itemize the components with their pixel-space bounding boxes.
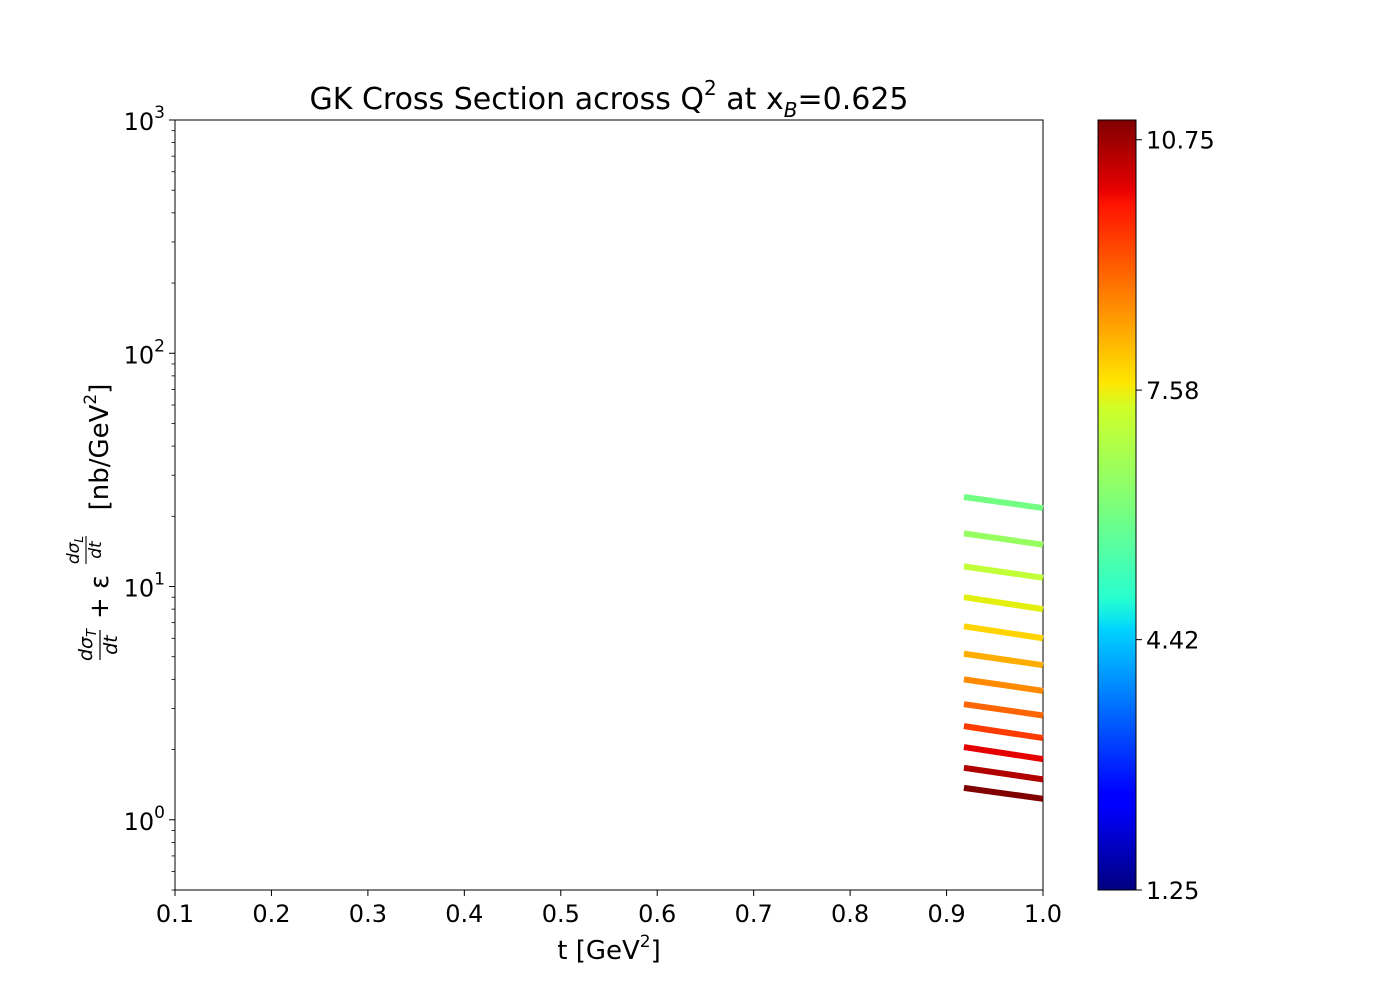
colorbar-ticks: 1.25 4.42 7.58 10.75 <box>1136 127 1215 905</box>
y-axis: 100 101 102 103 <box>124 103 175 891</box>
series-line-q2-6.75 <box>963 530 1044 548</box>
series-line-q2-11.25 <box>963 764 1044 783</box>
series-line-q2-8.75 <box>963 650 1044 669</box>
x-tick-label: 0.2 <box>252 900 290 928</box>
x-tick-label: 0.8 <box>831 900 869 928</box>
y-axis-label: dσT dt + ε dσL dt [nb/GeV2] <box>64 384 122 661</box>
x-tick-label: 0.7 <box>735 900 773 928</box>
svg-text:+ ε: + ε <box>85 575 115 619</box>
chart-title: GK Cross Section across Q2 at xB=0.625 <box>309 76 908 122</box>
svg-text:dt: dt <box>86 540 106 559</box>
x-tick-label: 0.9 <box>927 900 965 928</box>
x-tick-label: 0.4 <box>445 900 483 928</box>
series-lines <box>963 494 1044 802</box>
x-tick-label: 0.1 <box>156 900 194 928</box>
y-tick-label: 103 <box>124 103 165 136</box>
svg-text:dσT: dσT <box>75 628 100 661</box>
x-tick-label: 1.0 <box>1024 900 1062 928</box>
colorbar-tick-label: 1.25 <box>1146 877 1199 905</box>
colorbar-tick-label: 10.75 <box>1146 127 1215 155</box>
x-tick-label: 0.3 <box>349 900 387 928</box>
series-line-q2-7.25 <box>963 563 1044 581</box>
series-line-q2-10.75 <box>963 744 1044 763</box>
x-tick-label: 0.5 <box>542 900 580 928</box>
series-line-q2-6.25 <box>963 494 1044 512</box>
x-tick-label: 0.6 <box>638 900 676 928</box>
colorbar-tick-label: 4.42 <box>1146 627 1199 655</box>
x-axis: 0.1 0.2 0.3 0.4 0.5 0.6 0.7 0.8 0.9 1.0 <box>156 890 1062 928</box>
series-line-q2-11.75 <box>963 784 1044 802</box>
y-tick-label: 102 <box>124 336 165 369</box>
y-tick-label: 100 <box>124 803 165 836</box>
series-line-q2-9.75 <box>963 701 1044 719</box>
svg-text:dt: dt <box>100 634 122 655</box>
series-line-q2-8.25 <box>963 623 1044 642</box>
series-line-q2-10.25 <box>963 723 1044 742</box>
series-line-q2-9.25 <box>963 676 1044 694</box>
series-line-q2-7.75 <box>963 594 1044 613</box>
svg-text:dσL: dσL <box>64 536 86 564</box>
svg-text:[nb/GeV2]: [nb/GeV2] <box>81 384 115 511</box>
y-tick-label: 101 <box>124 570 165 603</box>
colorbar <box>1097 119 1137 891</box>
x-axis-label: t [GeV2] <box>557 932 661 966</box>
colorbar-tick-label: 7.58 <box>1146 377 1199 405</box>
plot-area <box>174 119 1044 891</box>
